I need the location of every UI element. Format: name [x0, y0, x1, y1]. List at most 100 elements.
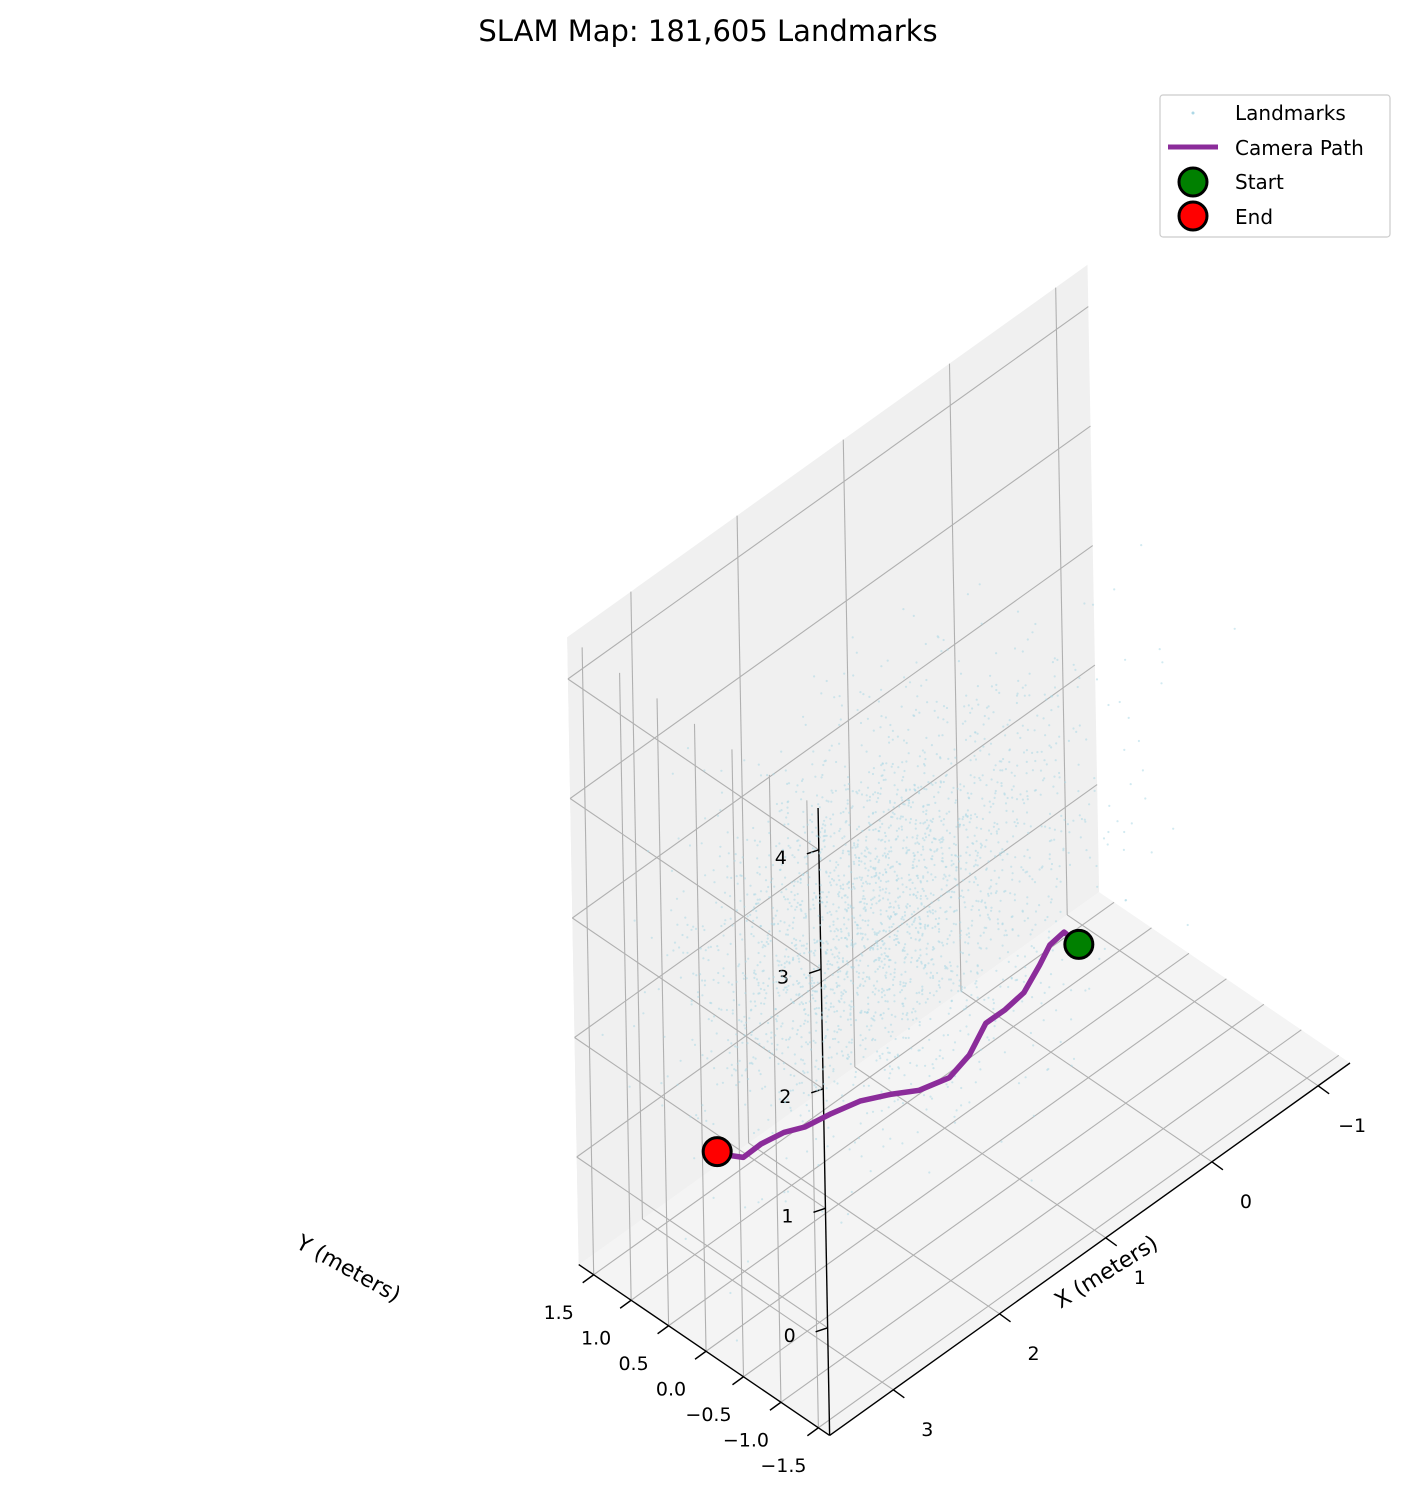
landmark-point: [1172, 827, 1175, 830]
landmark-point: [845, 1045, 848, 1048]
landmark-point: [849, 1062, 852, 1066]
landmark-point: [875, 933, 879, 937]
landmark-point: [814, 999, 817, 1003]
landmark-point: [729, 1291, 732, 1295]
landmark-point: [757, 902, 760, 905]
landmark-point: [889, 846, 893, 849]
landmark-point: [862, 693, 865, 696]
landmark-point: [850, 1051, 853, 1054]
landmark-point: [811, 763, 814, 766]
landmark-point: [962, 1008, 966, 1011]
landmark-point: [803, 1022, 806, 1025]
landmark-point: [938, 1054, 941, 1058]
landmark-point: [932, 893, 935, 897]
landmark-point: [1026, 798, 1029, 801]
landmark-point: [828, 925, 831, 928]
landmark-point: [891, 865, 895, 868]
landmark-point: [713, 1015, 716, 1018]
landmark-point: [872, 889, 875, 892]
landmark-point: [1034, 759, 1037, 763]
landmark-point: [888, 926, 891, 929]
landmark-point: [980, 969, 984, 972]
landmark-point: [728, 1051, 731, 1054]
landmark-point: [835, 861, 838, 864]
landmark-point: [914, 949, 917, 952]
landmark-point: [975, 840, 978, 843]
landmark-point: [803, 856, 806, 859]
landmark-point: [946, 967, 949, 970]
landmark-point: [843, 989, 846, 992]
landmark-point: [881, 762, 884, 765]
z-tick-label: 1: [781, 1205, 793, 1227]
landmark-point: [1129, 783, 1132, 786]
landmark-point: [884, 1000, 887, 1003]
landmark-point: [1008, 719, 1011, 722]
landmark-point: [843, 672, 846, 675]
landmark-point: [1046, 1068, 1049, 1071]
landmark-point: [846, 1053, 850, 1056]
landmark-point: [848, 1041, 851, 1044]
landmark-point: [721, 1081, 725, 1084]
landmark-point: [791, 1027, 794, 1030]
landmark-point: [1025, 749, 1028, 752]
landmark-point: [840, 936, 843, 940]
landmark-point: [801, 1059, 805, 1062]
landmark-point: [754, 1004, 757, 1008]
landmark-point: [778, 994, 781, 997]
landmark-point: [770, 1036, 773, 1039]
landmark-point: [846, 896, 849, 899]
landmark-point: [759, 987, 763, 991]
landmark-point: [921, 887, 924, 891]
landmark-point: [1039, 769, 1043, 772]
landmark-point: [873, 1019, 876, 1022]
landmark-point: [922, 967, 925, 970]
landmark-point: [1006, 951, 1010, 954]
landmark-point: [974, 859, 977, 862]
landmark-point: [976, 732, 979, 735]
landmark-point: [786, 1190, 790, 1193]
landmark-point: [724, 919, 727, 922]
landmark-point: [901, 1012, 905, 1015]
landmark-point: [939, 785, 942, 789]
landmark-point: [893, 784, 896, 787]
landmark-point: [901, 847, 905, 850]
landmark-point: [753, 1000, 757, 1003]
landmark-point: [923, 925, 926, 928]
landmark-point: [759, 1073, 762, 1076]
landmark-point: [793, 1053, 796, 1056]
landmark-point: [798, 1003, 801, 1006]
landmark-point: [863, 906, 867, 909]
landmark-point: [776, 1014, 779, 1018]
landmark-point: [1053, 675, 1056, 678]
chart-title: SLAM Map: 181,605 Landmarks: [478, 14, 937, 48]
landmark-point: [946, 937, 949, 941]
landmark-point: [919, 954, 922, 957]
landmark-point: [823, 972, 827, 975]
landmark-point: [799, 939, 802, 942]
landmark-point: [820, 776, 823, 779]
landmark-point: [967, 932, 971, 935]
landmark-point: [831, 963, 834, 967]
landmark-point: [777, 964, 780, 967]
landmark-point: [802, 1002, 805, 1006]
landmark-point: [906, 931, 909, 934]
landmark-point: [934, 925, 937, 928]
landmark-point: [739, 899, 742, 903]
landmark-point: [886, 915, 890, 918]
landmark-point: [830, 948, 833, 952]
landmark-point: [1026, 795, 1029, 798]
legend-end-swatch: [1177, 200, 1209, 232]
landmark-point: [862, 882, 865, 885]
landmark-point: [862, 895, 865, 898]
landmark-point: [1070, 989, 1073, 992]
landmark-point: [924, 642, 927, 646]
landmark-point: [973, 781, 976, 785]
landmark-point: [908, 821, 912, 824]
landmark-point: [767, 942, 770, 946]
landmark-point: [825, 940, 828, 943]
landmark-point: [695, 974, 698, 977]
grid-line-z-left: [574, 1037, 826, 1209]
landmark-point: [830, 913, 833, 916]
landmark-point: [901, 915, 904, 919]
landmark-point: [701, 979, 704, 982]
